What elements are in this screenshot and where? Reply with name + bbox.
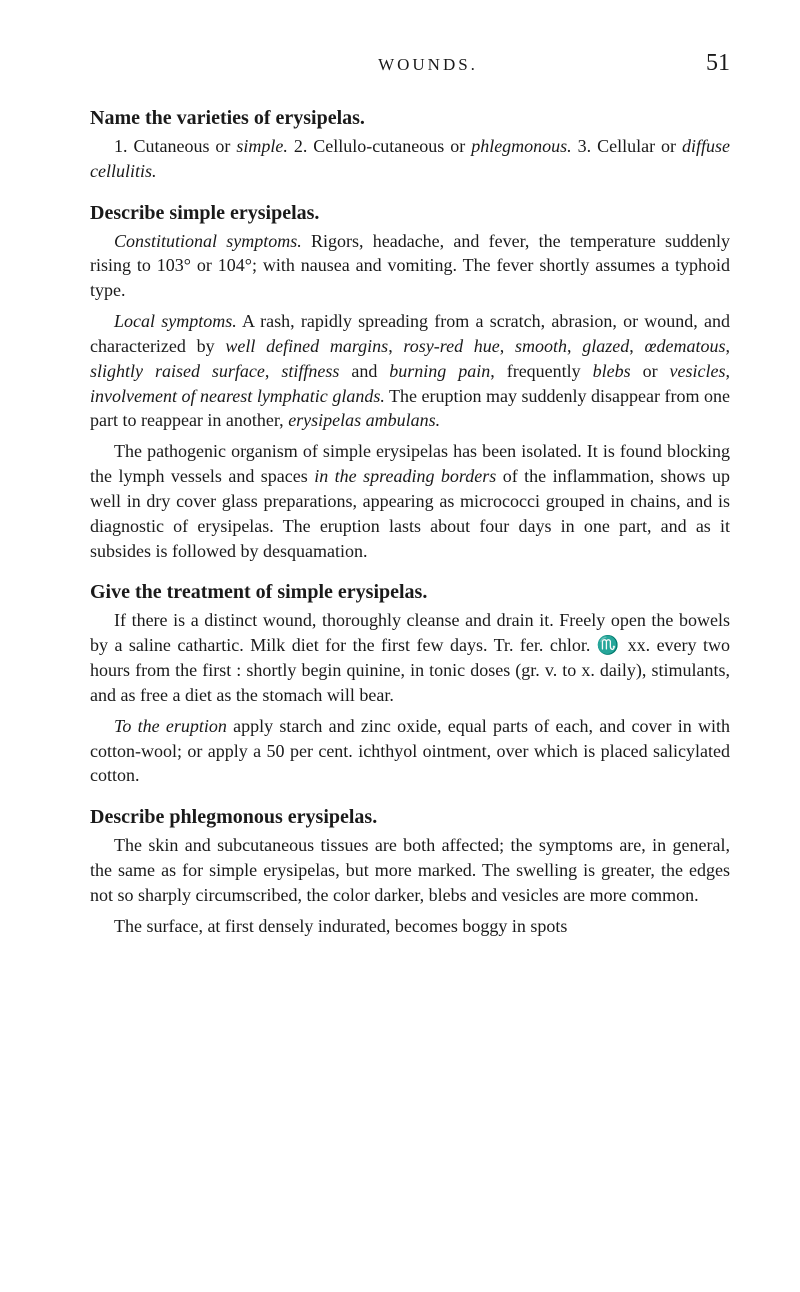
- text-italic: in the spreading borders: [314, 466, 496, 486]
- text-italic: well defined margins: [225, 336, 388, 356]
- paragraph: Local symptoms. A rash, rapidly spreadin…: [90, 309, 730, 433]
- text-italic: Local symptoms.: [114, 311, 237, 331]
- text-italic: œdematous: [645, 336, 726, 356]
- text: The surface, at first densely indurated,…: [114, 916, 567, 936]
- text: ,: [726, 336, 731, 356]
- question-simple-describe: Describe simple erysipelas.: [90, 202, 730, 225]
- text: 2. Cellulo-cutaneous or: [288, 136, 471, 156]
- text: ,: [629, 336, 644, 356]
- document-page: WOUNDS. 51 Name the varieties of erysipe…: [0, 0, 800, 1005]
- text-italic: erysipelas ambulans.: [288, 410, 440, 430]
- text-italic: simple.: [236, 136, 288, 156]
- text-italic: vesicles: [670, 361, 726, 381]
- text: or: [631, 361, 670, 381]
- question-treatment: Give the treatment of simple erysipelas.: [90, 581, 730, 604]
- text-italic: Constitutional symptoms.: [114, 231, 302, 251]
- paragraph: The surface, at first densely indurated,…: [90, 914, 730, 939]
- text-italic: stiffness: [281, 361, 339, 381]
- paragraph: To the eruption apply starch and zinc ox…: [90, 714, 730, 788]
- question-varieties: Name the varieties of erysipelas.: [90, 107, 730, 130]
- text: If there is a distinct wound, thoroughly…: [90, 610, 730, 704]
- text-italic: smooth: [515, 336, 567, 356]
- running-head: WOUNDS.: [150, 55, 706, 75]
- text: ,: [265, 361, 281, 381]
- text: , frequently: [490, 361, 592, 381]
- text-italic: glazed: [582, 336, 629, 356]
- text: and: [339, 361, 389, 381]
- paragraph: The skin and subcutaneous tissues are bo…: [90, 833, 730, 907]
- text-italic: phlegmonous.: [471, 136, 572, 156]
- page-header: WOUNDS. 51: [90, 50, 730, 77]
- text-italic: burning pain: [389, 361, 490, 381]
- text: ,: [567, 336, 582, 356]
- text: 1. Cutaneous or: [114, 136, 236, 156]
- text: The skin and subcutaneous tissues are bo…: [90, 835, 730, 905]
- page-number: 51: [706, 50, 730, 77]
- paragraph: Constitutional symptoms. Rigors, headach…: [90, 229, 730, 303]
- paragraph: 1. Cutaneous or simple. 2. Cellulo-cutan…: [90, 134, 730, 184]
- paragraph: The pathogenic organism of simple erysip…: [90, 439, 730, 563]
- text-italic: blebs: [593, 361, 631, 381]
- paragraph: If there is a distinct wound, thoroughly…: [90, 608, 730, 707]
- text-italic: slightly raised surface: [90, 361, 265, 381]
- text-italic: To the eruption: [114, 716, 227, 736]
- text-italic: involvement of nearest lymphatic glands.: [90, 386, 385, 406]
- text: ,: [500, 336, 515, 356]
- question-phlegmonous: Describe phlegmonous erysipelas.: [90, 806, 730, 829]
- text: ,: [388, 336, 403, 356]
- text-italic: rosy-red hue: [403, 336, 499, 356]
- text: 3. Cellular or: [572, 136, 682, 156]
- text: ,: [726, 361, 731, 381]
